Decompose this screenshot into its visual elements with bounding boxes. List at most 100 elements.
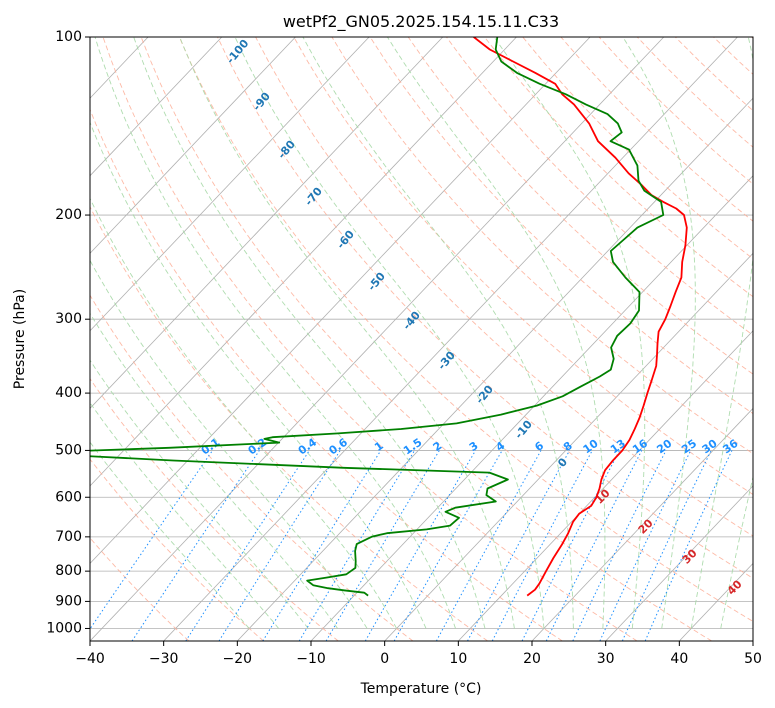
moist-adiabat-line	[90, 197, 397, 629]
mixing-ratio-label: 4	[494, 439, 508, 454]
dry-adiabat-label: 0	[555, 455, 570, 469]
chart-title: wetPf2_GN05.2025.154.15.11.C33	[283, 12, 559, 32]
isotherm-line	[90, 37, 517, 487]
mixing-ratio-line	[298, 450, 416, 641]
isotherm-line	[90, 37, 444, 409]
dry-adiabat-line	[178, 37, 753, 622]
background-lines	[90, 37, 753, 641]
mixing-ratio-label: 10	[581, 437, 601, 457]
moist-adiabat-line	[90, 312, 338, 629]
dry-adiabat-line	[90, 537, 190, 641]
mixing-ratio-line	[262, 450, 382, 641]
moist-adiabat-line	[90, 259, 368, 629]
isotherm-line	[163, 37, 738, 641]
mixing-ratio-label: 8	[561, 439, 575, 454]
isotherm-line	[531, 407, 753, 641]
y-tick-label: 200	[55, 207, 82, 223]
dry-adiabat-line	[522, 37, 753, 260]
mixing-ratio-label: 0.4	[296, 435, 320, 457]
temperature-profile-line	[473, 37, 688, 597]
mixing-ratio-label: 2	[431, 439, 445, 454]
mixing-ratio-line	[572, 450, 667, 641]
moist-adiabat-line	[622, 37, 696, 629]
y-tick-label: 1000	[46, 620, 82, 636]
moist-adiabat-line	[690, 37, 753, 629]
mixing-ratio-line	[644, 450, 733, 641]
y-tick-label: 800	[55, 563, 82, 579]
mixing-ratio-label: 30	[700, 437, 720, 457]
dry-adiabat-line	[407, 37, 753, 375]
dry-adiabat-label: -20	[473, 383, 496, 407]
mixing-ratio-line	[393, 450, 503, 641]
x-tick-label: −20	[223, 651, 253, 667]
mixing-ratio-label: 3	[467, 439, 481, 454]
moist-adiabat-label: 30	[680, 546, 700, 566]
plot-frame	[89, 36, 754, 642]
dry-adiabat-line	[90, 377, 339, 641]
y-tick-label: 900	[55, 593, 82, 609]
mixing-ratio-line	[218, 450, 341, 641]
mixing-ratio-label: 16	[630, 437, 650, 457]
isotherm-line	[90, 37, 223, 177]
moist-adiabat-line	[234, 37, 545, 629]
moist-adiabat-line	[179, 37, 515, 629]
isotherm-line	[237, 97, 753, 641]
dry-adiabat-line	[751, 37, 753, 39]
dewpoint-profile-line	[90, 37, 665, 597]
x-tick-label: 40	[670, 651, 688, 667]
mixing-ratio-line	[131, 450, 260, 641]
dry-adiabat-label: -100	[224, 37, 252, 67]
isotherm-line	[90, 37, 665, 641]
y-tick-label: 100	[55, 29, 82, 45]
dry-adiabat-line	[293, 37, 753, 496]
dry-adiabat-line	[140, 37, 712, 641]
dry-adiabat-line	[369, 37, 753, 415]
moist-adiabat-line	[493, 37, 646, 629]
x-tick-label: 10	[449, 651, 467, 667]
y-tick-label: 700	[55, 529, 82, 545]
isotherm-line	[310, 175, 753, 641]
moist-adiabat-line	[302, 37, 574, 629]
moist-adiabat-line	[94, 37, 456, 629]
isotherm-line	[458, 330, 753, 641]
dry-adiabat-label: -80	[275, 138, 298, 162]
moist-adiabat-label: 10	[593, 486, 613, 506]
dry-adiabat-line	[446, 37, 753, 336]
isotherm-line	[90, 37, 370, 332]
mixing-ratio-label: 20	[654, 437, 674, 457]
y-tick-label: 300	[55, 311, 82, 327]
dry-adiabat-line	[217, 37, 753, 579]
mixing-ratio-line	[599, 450, 692, 641]
axis-ticks: −40 −30 −20 −10 0 10 20 30 40 5010020030040050060…	[46, 29, 762, 667]
profile-lines	[90, 37, 688, 597]
isotherm-line	[605, 485, 753, 641]
x-tick-label: 0	[380, 651, 389, 667]
moist-adiabat-line	[720, 475, 753, 629]
y-tick-label: 400	[55, 385, 82, 401]
dry-adiabat-line	[90, 294, 414, 641]
mixing-ratio-label: 1	[372, 439, 386, 454]
y-tick-label: 600	[55, 489, 82, 505]
dry-adiabat-line	[90, 108, 563, 641]
dry-adiabat-label: -90	[250, 90, 273, 114]
moist-adiabat-line	[133, 37, 486, 629]
dry-adiabat-line	[90, 458, 264, 641]
x-tick-label: −10	[296, 651, 326, 667]
dry-adiabat-label: -60	[334, 228, 357, 252]
mixing-ratio-line	[364, 450, 477, 641]
mixing-ratio-line	[185, 450, 310, 641]
dry-adiabat-label: -10	[512, 418, 535, 442]
dry-adiabat-line	[484, 37, 753, 298]
mixing-ratio-line	[545, 450, 643, 641]
mixing-ratio-line	[467, 450, 571, 641]
mixing-ratio-label: 0.6	[327, 435, 351, 457]
isotherm-line	[384, 252, 753, 641]
moist-adiabat-line	[90, 402, 280, 629]
isotherm-line	[752, 640, 753, 641]
mixing-ratio-line	[435, 450, 542, 641]
moist-adiabat-line	[90, 441, 250, 629]
x-tick-label: −40	[75, 651, 105, 667]
moist-adiabat-label: 20	[636, 516, 656, 536]
dry-adiabat-line	[713, 37, 753, 75]
